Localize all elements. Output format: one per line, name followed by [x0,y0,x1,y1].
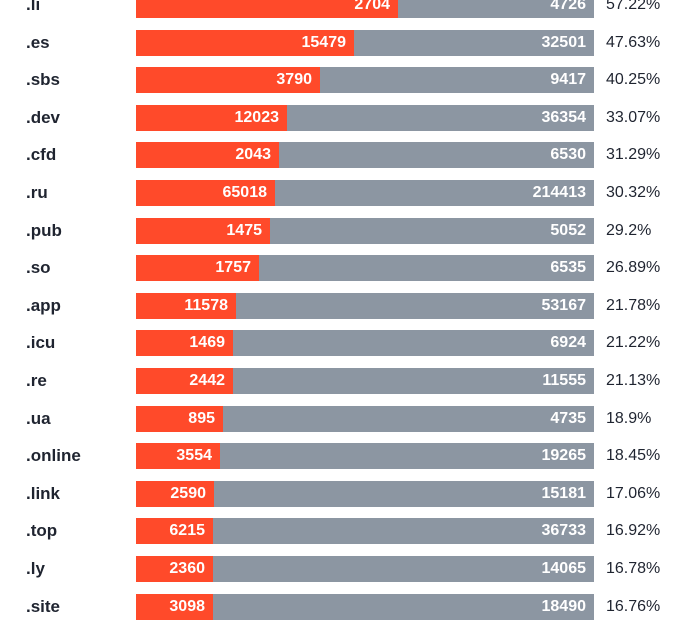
data-label-total: 36733 [541,522,587,539]
data-label-part: 6215 [169,522,205,539]
percentage-label: 16.78% [606,560,661,577]
data-label-total: 18490 [541,598,587,615]
data-label-total: 14065 [541,560,587,577]
percentage-label: 30.32% [606,184,661,201]
data-label-part: 11578 [184,297,228,314]
bar-part-segment [136,518,213,544]
data-label-total: 6924 [550,334,586,351]
data-label-total: 9417 [550,71,586,88]
category-label: .top [26,521,58,540]
data-label-part: 1475 [226,222,262,239]
bar-part-segment [136,368,233,394]
percentage-label: 47.63% [606,34,661,51]
percentage-label: 16.92% [606,522,661,539]
data-label-total: 6535 [550,259,586,276]
percentage-label: 57.22% [606,0,661,13]
category-label: .ru [26,183,48,202]
bar-part-segment [136,594,213,620]
data-label-total: 4726 [550,0,586,13]
data-label-part: 3790 [276,71,312,88]
data-label-total: 53167 [541,297,587,314]
data-label-total: 11555 [542,372,586,389]
bar-part-segment [136,142,279,168]
category-label: .es [26,33,50,52]
data-label-part: 2704 [354,0,390,13]
data-label-part: 2590 [170,485,206,502]
bar-part-segment [136,180,275,206]
bar-part-segment [136,30,354,56]
data-label-part: 1757 [215,259,251,276]
percentage-label: 33.07% [606,109,661,126]
percentage-label: 18.45% [606,447,661,464]
bar-part-segment [136,0,398,18]
bar-part-segment [136,67,320,93]
data-label-part: 2043 [235,146,271,163]
bar-part-segment [136,443,220,469]
category-label: .site [26,597,61,616]
data-label-part: 895 [188,410,215,427]
category-label: .online [26,446,81,465]
percentage-label: 16.76% [606,598,661,615]
percentage-label: 21.78% [606,297,661,314]
percentage-label: 26.89% [606,259,661,276]
data-label-part: 3098 [169,598,205,615]
bar-part-segment [136,293,236,319]
data-label-total: 36354 [541,109,587,126]
data-label-total: 15181 [541,485,587,502]
percentage-label: 18.9% [606,410,652,427]
data-label-part: 1469 [189,334,225,351]
data-label-part: 65018 [222,184,268,201]
category-label: .app [26,296,61,315]
data-label-part: 3554 [176,447,212,464]
percentage-label: 29.2% [606,222,652,239]
category-label: .ua [26,409,51,428]
category-label: .re [26,371,47,390]
data-label-part: 12023 [234,109,280,126]
bar-part-segment [136,406,223,432]
category-label: .link [26,484,61,503]
data-label-total: 32501 [541,34,587,51]
percentage-label: 17.06% [606,485,661,502]
data-label-total: 6530 [550,146,586,163]
category-label: .pub [26,221,62,240]
data-label-total: 19265 [541,447,587,464]
category-label: .so [26,258,51,277]
category-label: .dev [26,108,61,127]
category-label: .icu [26,333,56,352]
percentage-label: 31.29% [606,146,661,163]
data-label-total: 4735 [550,410,586,427]
category-label: .ly [26,559,45,578]
percentage-label: 40.25% [606,71,661,88]
bar-part-segment [136,218,270,244]
category-label: .li [26,0,41,14]
data-label-total: 5052 [550,222,586,239]
bar-part-segment [136,556,213,582]
data-label-part: 15479 [301,34,347,51]
percentage-label: 21.13% [606,372,661,389]
bar-part-segment [136,105,287,131]
data-label-total: 214413 [532,184,586,201]
category-label: .cfd [26,145,57,164]
bar-part-segment [136,481,214,507]
category-label: .sbs [26,70,61,89]
data-label-part: 2442 [189,372,225,389]
bar-part-segment [136,330,233,356]
percentage-label: 21.22% [606,334,661,351]
data-label-part: 2360 [169,560,205,577]
bar-part-segment [136,255,259,281]
